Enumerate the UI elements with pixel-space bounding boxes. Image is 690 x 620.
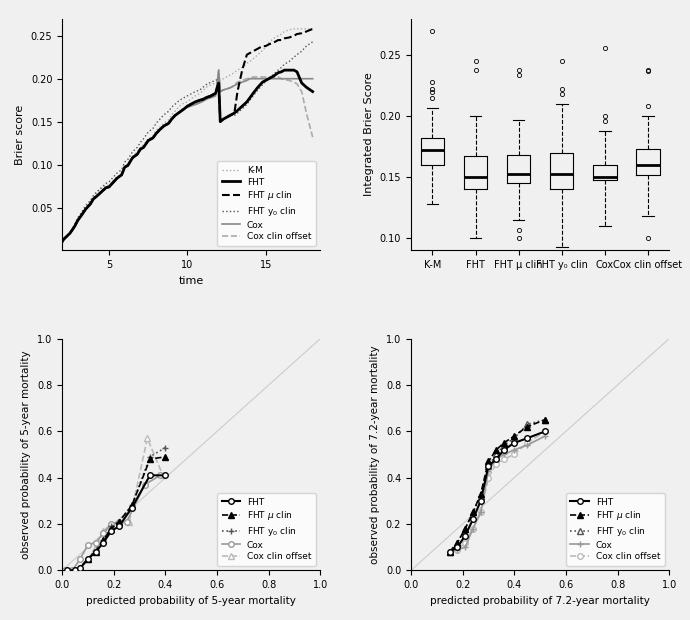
Y-axis label: Brier score: Brier score [15,104,26,165]
X-axis label: predicted probability of 7.2-year mortality: predicted probability of 7.2-year mortal… [430,596,650,606]
Y-axis label: Integrated Brier Score: Integrated Brier Score [364,73,374,197]
X-axis label: predicted probability of 5-year mortality: predicted probability of 5-year mortalit… [86,596,296,606]
Legend: FHT, FHT $\mu$ clin, FHT y$_0$ clin, Cox, Cox clin offset: FHT, FHT $\mu$ clin, FHT y$_0$ clin, Cox… [566,493,664,566]
Y-axis label: observed probability of 7.2-year mortality: observed probability of 7.2-year mortali… [371,345,380,564]
Y-axis label: observed probability of 5-year mortality: observed probability of 5-year mortality [21,350,32,559]
Legend: K-M, FHT, FHT $\mu$ clin, FHT y$_0$ clin, Cox, Cox clin offset: K-M, FHT, FHT $\mu$ clin, FHT y$_0$ clin… [217,161,316,246]
X-axis label: time: time [179,276,204,286]
Legend: FHT, FHT $\mu$ clin, FHT y$_0$ clin, Cox, Cox clin offset: FHT, FHT $\mu$ clin, FHT y$_0$ clin, Cox… [217,493,316,566]
